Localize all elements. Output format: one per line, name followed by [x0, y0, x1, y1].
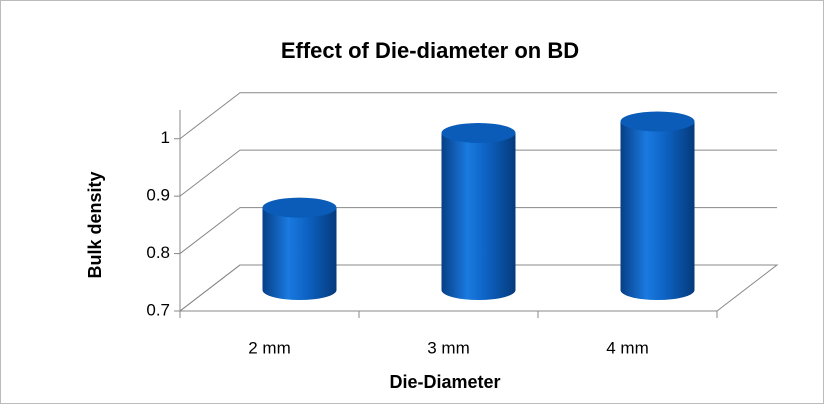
bar-top [441, 122, 516, 143]
grid-line [179, 149, 777, 197]
chart-title: Effect of Die-diameter on BD [281, 38, 579, 63]
x-tick-label: 4 mm [606, 338, 649, 357]
y-tick-label: 0.9 [146, 186, 170, 205]
grid-line [179, 207, 777, 254]
y-axis-title: Bulk density [85, 171, 105, 278]
x-tick-label: 2 mm [248, 338, 291, 357]
y-tick-label: 0.7 [146, 300, 170, 319]
bar [620, 121, 695, 290]
x-axis-title: Die-Diameter [389, 372, 500, 392]
y-tick-label: 0.8 [146, 243, 170, 262]
grid-line [179, 264, 777, 312]
bar [441, 132, 516, 290]
y-tick-label: 1 [161, 128, 170, 147]
bar [262, 207, 337, 290]
grid-line [179, 92, 777, 140]
bar-top [620, 111, 695, 132]
x-tick-label: 3 mm [427, 338, 470, 357]
bar-top [262, 197, 337, 218]
